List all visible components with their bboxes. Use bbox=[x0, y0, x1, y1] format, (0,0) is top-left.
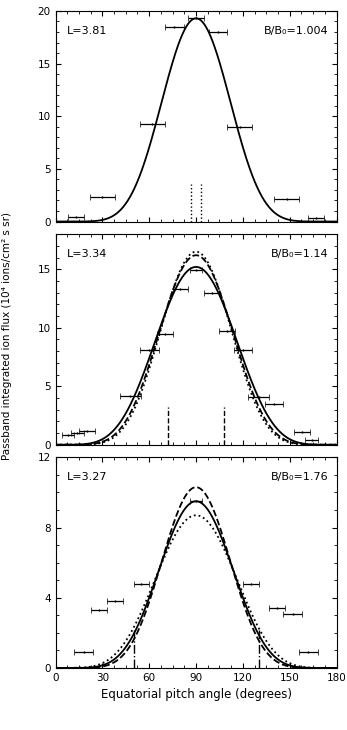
Text: B/B₀=1.76: B/B₀=1.76 bbox=[271, 472, 328, 482]
Text: L=3.34: L=3.34 bbox=[67, 249, 107, 259]
Text: Passband integrated ion flux (10⁴ ions/cm² s sr): Passband integrated ion flux (10⁴ ions/c… bbox=[2, 212, 12, 460]
Text: L=3.27: L=3.27 bbox=[67, 472, 107, 482]
Text: B/B₀=1.004: B/B₀=1.004 bbox=[263, 26, 328, 36]
Text: L=3.81: L=3.81 bbox=[67, 26, 107, 36]
X-axis label: Equatorial pitch angle (degrees): Equatorial pitch angle (degrees) bbox=[101, 688, 291, 702]
Text: B/B₀=1.14: B/B₀=1.14 bbox=[271, 249, 328, 259]
